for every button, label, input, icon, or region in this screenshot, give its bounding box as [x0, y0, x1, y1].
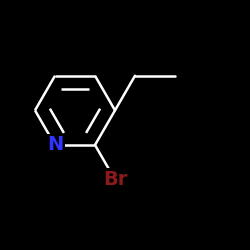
Text: Br: Br — [103, 170, 127, 189]
Text: N: N — [47, 136, 63, 154]
